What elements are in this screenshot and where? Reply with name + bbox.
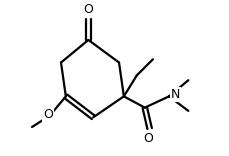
Text: O: O <box>142 132 152 145</box>
Text: O: O <box>43 108 53 121</box>
Text: O: O <box>83 3 93 16</box>
Text: N: N <box>170 88 179 101</box>
